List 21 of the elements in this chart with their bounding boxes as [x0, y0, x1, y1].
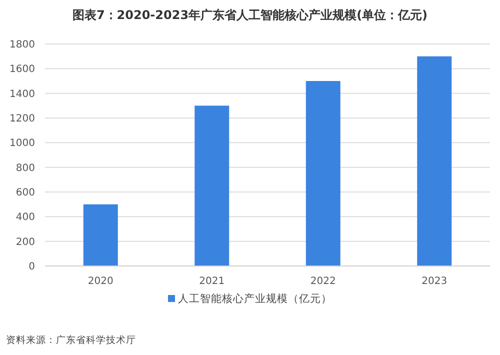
bar: [417, 56, 452, 266]
y-tick-label: 1600: [10, 64, 35, 76]
y-tick-label: 600: [16, 188, 35, 198]
y-tick-label: 1800: [10, 40, 35, 50]
y-tick-label: 1400: [10, 88, 35, 100]
x-tick-label: 2022: [310, 276, 336, 287]
y-tick-label: 400: [16, 212, 35, 224]
bar: [194, 106, 230, 266]
bar: [306, 81, 340, 266]
bar: [83, 204, 118, 266]
x-tick-label: 2021: [199, 276, 225, 287]
x-tick-label: 2020: [88, 276, 114, 287]
x-tick-label: 2023: [422, 276, 448, 287]
y-tick-label: 1200: [10, 114, 35, 124]
text: 资料来源：广东省科学技术厅: [6, 334, 136, 346]
y-tick-label: 800: [16, 162, 35, 174]
chart-title: 图表7：2020-2023年广东省人工智能核心产业规模(单位：亿元): [72, 8, 428, 22]
y-tick-label: 200: [16, 236, 35, 248]
y-tick-label: 0: [28, 262, 35, 272]
legend-label: 人工智能核心产业规模（亿元）: [178, 292, 332, 305]
y-tick-label: 1000: [10, 138, 35, 150]
